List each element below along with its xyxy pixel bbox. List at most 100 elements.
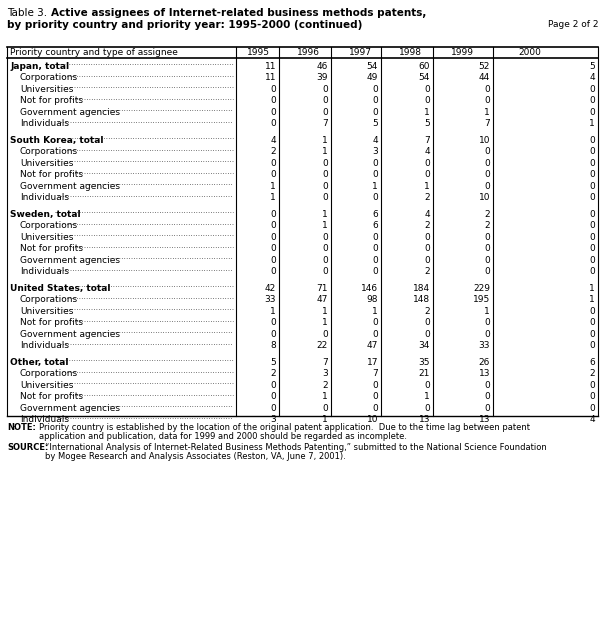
- Text: Government agencies: Government agencies: [20, 330, 120, 339]
- Text: 0: 0: [372, 159, 378, 168]
- Text: 21: 21: [419, 369, 430, 378]
- Text: 4: 4: [372, 135, 378, 145]
- Text: 0: 0: [322, 108, 328, 117]
- Text: 0: 0: [372, 393, 378, 401]
- Text: 5: 5: [424, 119, 430, 129]
- Text: 0: 0: [484, 267, 490, 277]
- Text: Universities: Universities: [20, 381, 73, 390]
- Text: Corporations: Corporations: [20, 73, 78, 82]
- Text: 1: 1: [322, 209, 328, 219]
- Text: 0: 0: [484, 85, 490, 93]
- Text: 7: 7: [484, 119, 490, 129]
- Text: 0: 0: [270, 85, 276, 93]
- Text: NOTE:: NOTE:: [7, 423, 36, 433]
- Text: 1: 1: [424, 108, 430, 117]
- Text: 0: 0: [589, 341, 595, 350]
- Text: Government agencies: Government agencies: [20, 256, 120, 265]
- Text: 0: 0: [589, 193, 595, 203]
- Text: 34: 34: [419, 341, 430, 350]
- Text: 1999: 1999: [451, 48, 474, 57]
- Text: Individuals: Individuals: [20, 341, 69, 350]
- Text: 0: 0: [589, 209, 595, 219]
- Text: Priority country and type of assignee: Priority country and type of assignee: [10, 48, 178, 57]
- Text: 0: 0: [484, 404, 490, 413]
- Text: 4: 4: [589, 73, 595, 82]
- Text: 4: 4: [424, 209, 430, 219]
- Text: 0: 0: [424, 404, 430, 413]
- Text: 3: 3: [322, 369, 328, 378]
- Text: 0: 0: [589, 381, 595, 390]
- Text: 54: 54: [367, 61, 378, 71]
- Text: Universities: Universities: [20, 159, 73, 168]
- Text: 0: 0: [589, 319, 595, 327]
- Text: 2: 2: [424, 267, 430, 277]
- Text: 5: 5: [372, 119, 378, 129]
- Text: by priority country and priority year: 1995-2000 (continued): by priority country and priority year: 1…: [7, 20, 362, 30]
- Text: Government agencies: Government agencies: [20, 108, 120, 117]
- Text: 3: 3: [270, 415, 276, 424]
- Text: 1: 1: [589, 284, 595, 293]
- Text: 0: 0: [589, 256, 595, 265]
- Text: 1: 1: [322, 147, 328, 156]
- Text: Not for profits: Not for profits: [20, 319, 83, 327]
- Text: 2: 2: [485, 221, 490, 230]
- Text: 49: 49: [367, 73, 378, 82]
- Text: 0: 0: [322, 159, 328, 168]
- Text: Universities: Universities: [20, 307, 73, 316]
- Text: 0: 0: [372, 404, 378, 413]
- Text: 7: 7: [424, 135, 430, 145]
- Text: 0: 0: [589, 182, 595, 191]
- Text: Universities: Universities: [20, 85, 73, 93]
- Text: 71: 71: [316, 284, 328, 293]
- Text: 0: 0: [484, 96, 490, 105]
- Text: Government agencies: Government agencies: [20, 404, 120, 413]
- Text: Other, total: Other, total: [10, 358, 68, 367]
- Text: 0: 0: [372, 170, 378, 179]
- Text: 0: 0: [424, 319, 430, 327]
- Text: 1: 1: [424, 393, 430, 401]
- Text: 7: 7: [372, 369, 378, 378]
- Text: 13: 13: [479, 369, 490, 378]
- Text: South Korea, total: South Korea, total: [10, 135, 103, 145]
- Text: 1995: 1995: [246, 48, 269, 57]
- Text: 4: 4: [589, 415, 595, 424]
- Text: 1998: 1998: [399, 48, 422, 57]
- Text: 1: 1: [270, 182, 276, 191]
- Text: Not for profits: Not for profits: [20, 393, 83, 401]
- Text: 0: 0: [322, 404, 328, 413]
- Text: 2: 2: [270, 369, 276, 378]
- Text: application and publication, data for 1999 and 2000 should be regarded as incomp: application and publication, data for 19…: [39, 432, 407, 441]
- Text: 2: 2: [485, 209, 490, 219]
- Text: 35: 35: [419, 358, 430, 367]
- Text: Japan, total: Japan, total: [10, 61, 69, 71]
- Text: 0: 0: [372, 96, 378, 105]
- Text: 17: 17: [367, 358, 378, 367]
- Text: 0: 0: [322, 256, 328, 265]
- Text: 1: 1: [484, 108, 490, 117]
- Text: 229: 229: [473, 284, 490, 293]
- Text: 0: 0: [484, 159, 490, 168]
- Text: “International Analysis of Internet-Related Business Methods Patenting,” submitt: “International Analysis of Internet-Rela…: [45, 443, 547, 453]
- Text: 10: 10: [479, 135, 490, 145]
- Text: 1997: 1997: [348, 48, 371, 57]
- Text: 0: 0: [270, 245, 276, 253]
- Text: 0: 0: [270, 319, 276, 327]
- Text: 0: 0: [322, 330, 328, 339]
- Text: 0: 0: [484, 170, 490, 179]
- Text: 6: 6: [372, 221, 378, 230]
- Text: 1: 1: [270, 193, 276, 203]
- Text: 0: 0: [589, 147, 595, 156]
- Text: 0: 0: [322, 96, 328, 105]
- Text: 2: 2: [424, 221, 430, 230]
- Text: 0: 0: [424, 233, 430, 242]
- Text: 0: 0: [270, 119, 276, 129]
- Text: 0: 0: [589, 267, 595, 277]
- Text: by Mogee Research and Analysis Associates (Reston, VA, June 7, 2001).: by Mogee Research and Analysis Associate…: [45, 452, 345, 461]
- Text: 33: 33: [479, 341, 490, 350]
- Text: Not for profits: Not for profits: [20, 96, 83, 105]
- Text: 10: 10: [479, 193, 490, 203]
- Text: 0: 0: [372, 256, 378, 265]
- Text: 33: 33: [264, 295, 276, 304]
- Text: Not for profits: Not for profits: [20, 170, 83, 179]
- Text: 1: 1: [589, 119, 595, 129]
